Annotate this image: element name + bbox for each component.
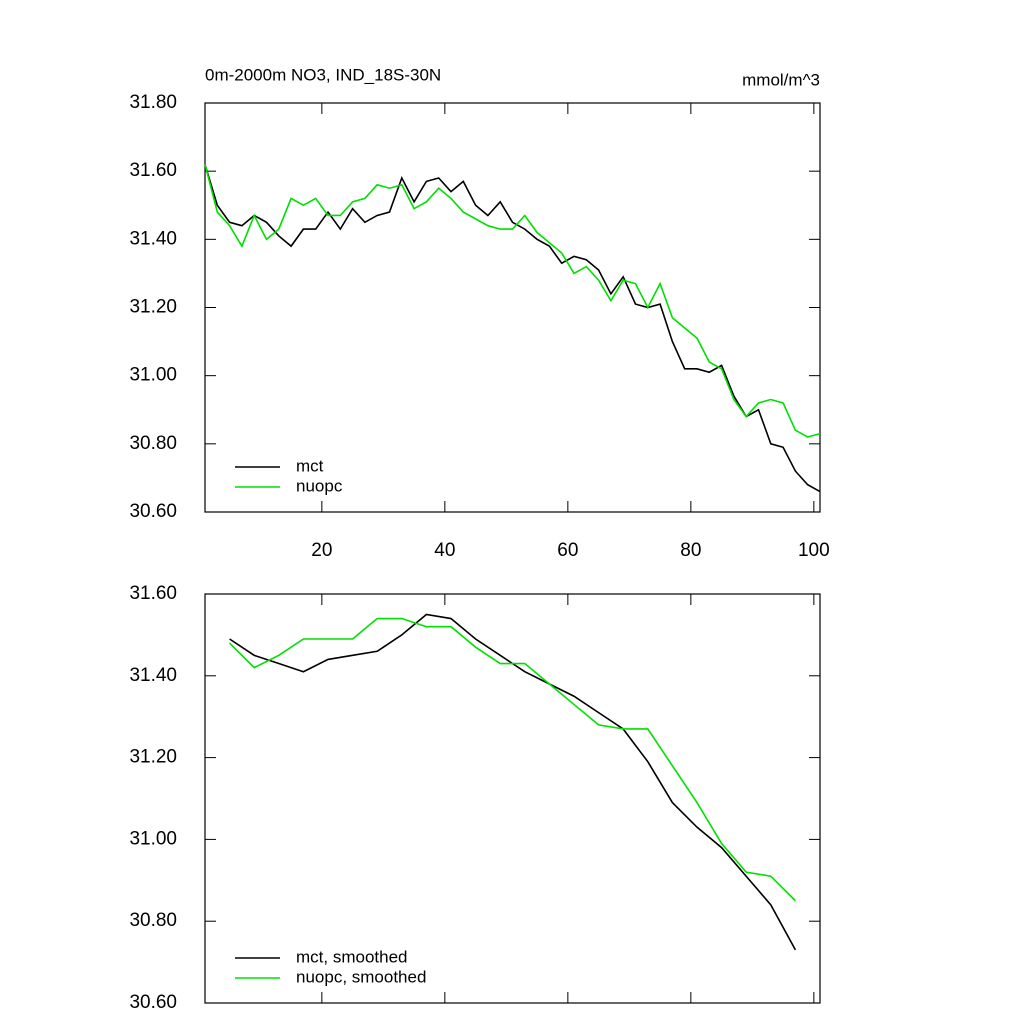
legend-label: nuopc, smoothed	[296, 967, 426, 986]
y-tick-label: 30.80	[129, 910, 177, 931]
y-tick-label: 31.40	[129, 228, 177, 249]
chart-title: 0m-2000m NO3, IND_18S-30N	[205, 65, 441, 84]
x-tick-label: 20	[311, 540, 332, 561]
plot-frame	[204, 593, 821, 1004]
y-tick-label: 31.40	[129, 665, 177, 686]
series-line	[204, 164, 821, 438]
y-tick-label: 31.20	[129, 747, 177, 768]
series-line	[229, 617, 796, 902]
legend-label: mct, smoothed	[296, 947, 408, 966]
units-label: mmol/m^3	[742, 70, 820, 89]
y-tick-label: 31.80	[129, 92, 177, 113]
x-tick-label: 100	[798, 540, 830, 561]
x-tick-label: 80	[680, 540, 701, 561]
series-line	[229, 613, 797, 951]
y-tick-label: 30.60	[129, 501, 177, 522]
y-tick-label: 31.00	[129, 365, 177, 386]
y-tick-label: 31.60	[129, 583, 177, 604]
y-tick-label: 30.60	[129, 992, 177, 1013]
plot-frame	[204, 102, 821, 513]
y-tick-label: 31.00	[129, 828, 177, 849]
legend-label: nuopc	[296, 476, 343, 495]
y-tick-label: 30.80	[129, 433, 177, 454]
y-tick-label: 31.20	[129, 297, 177, 318]
x-tick-label: 40	[434, 540, 455, 561]
x-tick-label: 60	[557, 540, 578, 561]
y-tick-label: 31.60	[129, 160, 177, 181]
legend-label: mct	[296, 456, 324, 475]
series-line	[204, 164, 821, 493]
